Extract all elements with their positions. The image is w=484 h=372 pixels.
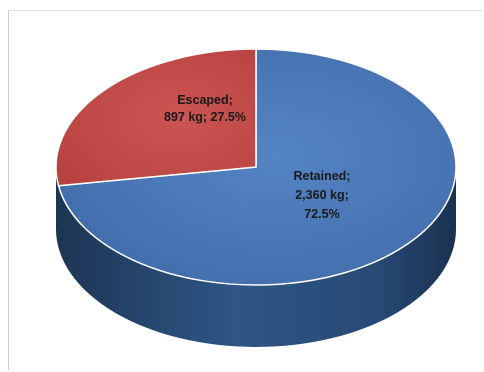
- data-label-retained-line: 72.5%: [304, 207, 339, 221]
- data-label-escaped-line: Escaped;: [177, 93, 233, 107]
- pie-top: [55, 48, 457, 286]
- data-label-retained-line: Retained;: [294, 169, 351, 183]
- pie-side-wall: [56, 167, 456, 347]
- data-label-retained-line: 2,360 kg;: [295, 188, 349, 202]
- data-label-retained: Retained; 2,360 kg; 72.5%: [294, 169, 351, 221]
- data-label-escaped-line: 897 kg; 27.5%: [164, 110, 246, 124]
- pie-labels: Escaped; 897 kg; 27.5% Retained; 2,360 kg; 7…: [164, 93, 350, 221]
- pie-slice-escaped: [55, 48, 257, 187]
- pie-side-wall-face: [56, 167, 456, 347]
- pie-slice-retained: [57, 48, 457, 286]
- data-label-escaped: Escaped; 897 kg; 27.5%: [164, 93, 246, 124]
- chart-frame: [8, 10, 482, 370]
